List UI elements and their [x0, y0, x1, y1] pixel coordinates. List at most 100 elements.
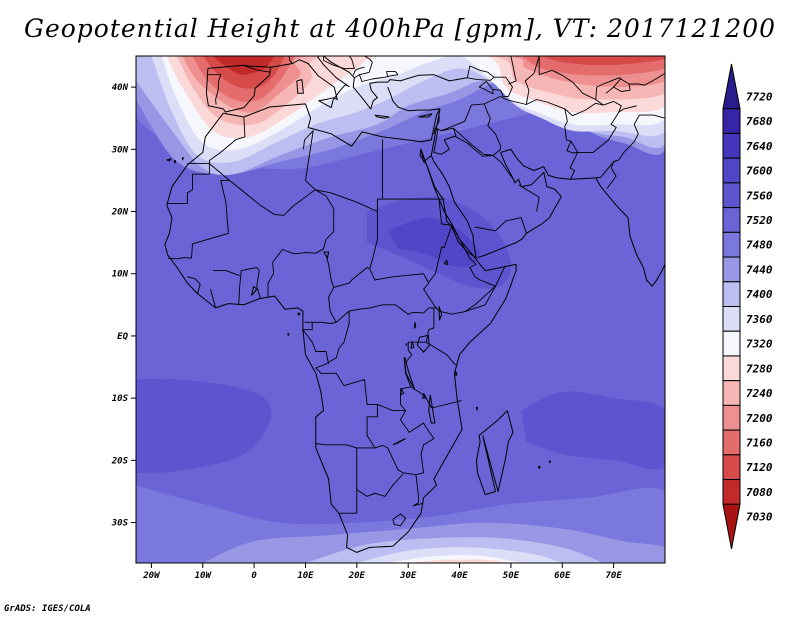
- lat-tick-label: 20S: [111, 456, 129, 466]
- colorbar-label: 7200: [746, 412, 773, 425]
- coastline-0: [166, 103, 441, 206]
- chart-title: Geopotential Height at 400hPa [gpm], VT:…: [23, 14, 777, 43]
- colorbar-swatch: [722, 404, 741, 431]
- lake-5: [438, 305, 443, 321]
- border-3: [302, 130, 316, 191]
- colorbar-label: 7400: [746, 288, 773, 301]
- coastlines: [131, 56, 665, 553]
- coastline-22: [131, 231, 135, 241]
- colorbar-swatch: [722, 108, 741, 134]
- coastline-16: [537, 466, 541, 469]
- border-39: [564, 100, 637, 117]
- colorbar-label: 7680: [746, 115, 773, 128]
- border-33: [483, 153, 516, 182]
- colorbar-swatch: [722, 479, 741, 505]
- border-24: [187, 276, 201, 294]
- border-27: [213, 270, 240, 277]
- map-axes: 20W 10W 0 10E 20E 30E 40E 50E 60E 70E 40N 30N 20N 10N…: [111, 83, 623, 581]
- coastline-18: [455, 371, 458, 377]
- lat-tick-label: 20N: [111, 208, 129, 218]
- border-35: [474, 217, 527, 233]
- border-13: [302, 322, 330, 364]
- lake-7: [251, 285, 258, 296]
- lon-tick-label: 10E: [297, 571, 314, 581]
- colorbar-label: 7640: [746, 140, 773, 153]
- border-54: [323, 56, 355, 69]
- coastline-4: [323, 56, 405, 110]
- lake-8: [399, 388, 405, 396]
- colorbar-label: 7240: [746, 387, 773, 400]
- field-band-7360-south: [356, 547, 563, 563]
- lon-tick-label: 60E: [554, 571, 571, 581]
- field-band-7560-indian: [521, 391, 665, 470]
- lake-10: [405, 343, 408, 347]
- border-15: [377, 342, 413, 412]
- border-36: [518, 184, 540, 212]
- border-44: [466, 65, 495, 81]
- lake-6: [443, 259, 449, 266]
- coastline-17: [548, 460, 551, 464]
- colorbar-swatch: [722, 207, 741, 233]
- colorbar-swatch: [722, 182, 741, 209]
- field-band-7280-south: [408, 559, 511, 563]
- border-51: [629, 73, 665, 86]
- colorbar-label: 7080: [746, 486, 773, 499]
- coastline-5: [387, 86, 441, 112]
- coastline-7: [403, 56, 404, 57]
- border-34: [444, 135, 493, 157]
- coastline-2: [205, 64, 272, 113]
- lon-tick-label: 40E: [451, 571, 468, 581]
- border-48: [538, 56, 604, 106]
- colorbar-label: 7320: [746, 338, 773, 351]
- field-band-7120-mideast: [541, 56, 665, 66]
- coastline-11: [296, 79, 304, 94]
- height-field: [136, 56, 665, 563]
- coastline-14: [477, 148, 665, 287]
- coastline-15: [476, 410, 514, 496]
- colorbar-swatch: [722, 132, 741, 159]
- border-6: [369, 211, 506, 315]
- border-18: [410, 386, 462, 408]
- border-50: [613, 77, 622, 88]
- coastline-23: [287, 333, 289, 336]
- colorbar-label: 7600: [746, 165, 773, 178]
- lake-0: [416, 334, 430, 353]
- border-40: [570, 110, 621, 153]
- map-frame: [135, 55, 666, 564]
- colorbar-swatch: [722, 157, 741, 184]
- border-20: [338, 447, 358, 515]
- coastline-9: [374, 114, 390, 119]
- border-58: [207, 74, 222, 105]
- colorbar-label: 7480: [746, 239, 773, 252]
- colorbar-swatch: [722, 231, 741, 258]
- border-28: [167, 243, 193, 260]
- lon-tick-label: 10W: [195, 571, 213, 581]
- colorbar-label: 7360: [746, 313, 773, 326]
- border-11: [336, 304, 437, 323]
- border-23: [392, 513, 407, 527]
- lake-3: [392, 438, 406, 446]
- lake-1: [403, 357, 415, 390]
- colorbar-bottom-arrow: [722, 503, 741, 550]
- colorbar-swatch: [722, 380, 741, 406]
- colorbar-label: 7520: [746, 214, 773, 227]
- border-55: [352, 66, 365, 76]
- coastline-24: [297, 312, 301, 316]
- lon-tick-label: 20W: [142, 571, 161, 581]
- border-57: [244, 65, 271, 73]
- lon-tick-label: 70E: [606, 571, 623, 581]
- colorbar-label: 7280: [746, 362, 773, 375]
- border-1: [192, 163, 230, 245]
- colorbar-swatch: [722, 281, 741, 307]
- colorbar-label: 7560: [746, 189, 773, 202]
- colorbar-swatch: [722, 429, 741, 456]
- lon-tick-label: 30E: [399, 571, 417, 581]
- border-8: [451, 224, 496, 313]
- border-37: [483, 103, 502, 150]
- border-53: [359, 56, 373, 76]
- border-56: [386, 71, 399, 78]
- border-25: [210, 289, 217, 309]
- border-10: [304, 254, 337, 324]
- field-band-7200-north: [182, 56, 665, 113]
